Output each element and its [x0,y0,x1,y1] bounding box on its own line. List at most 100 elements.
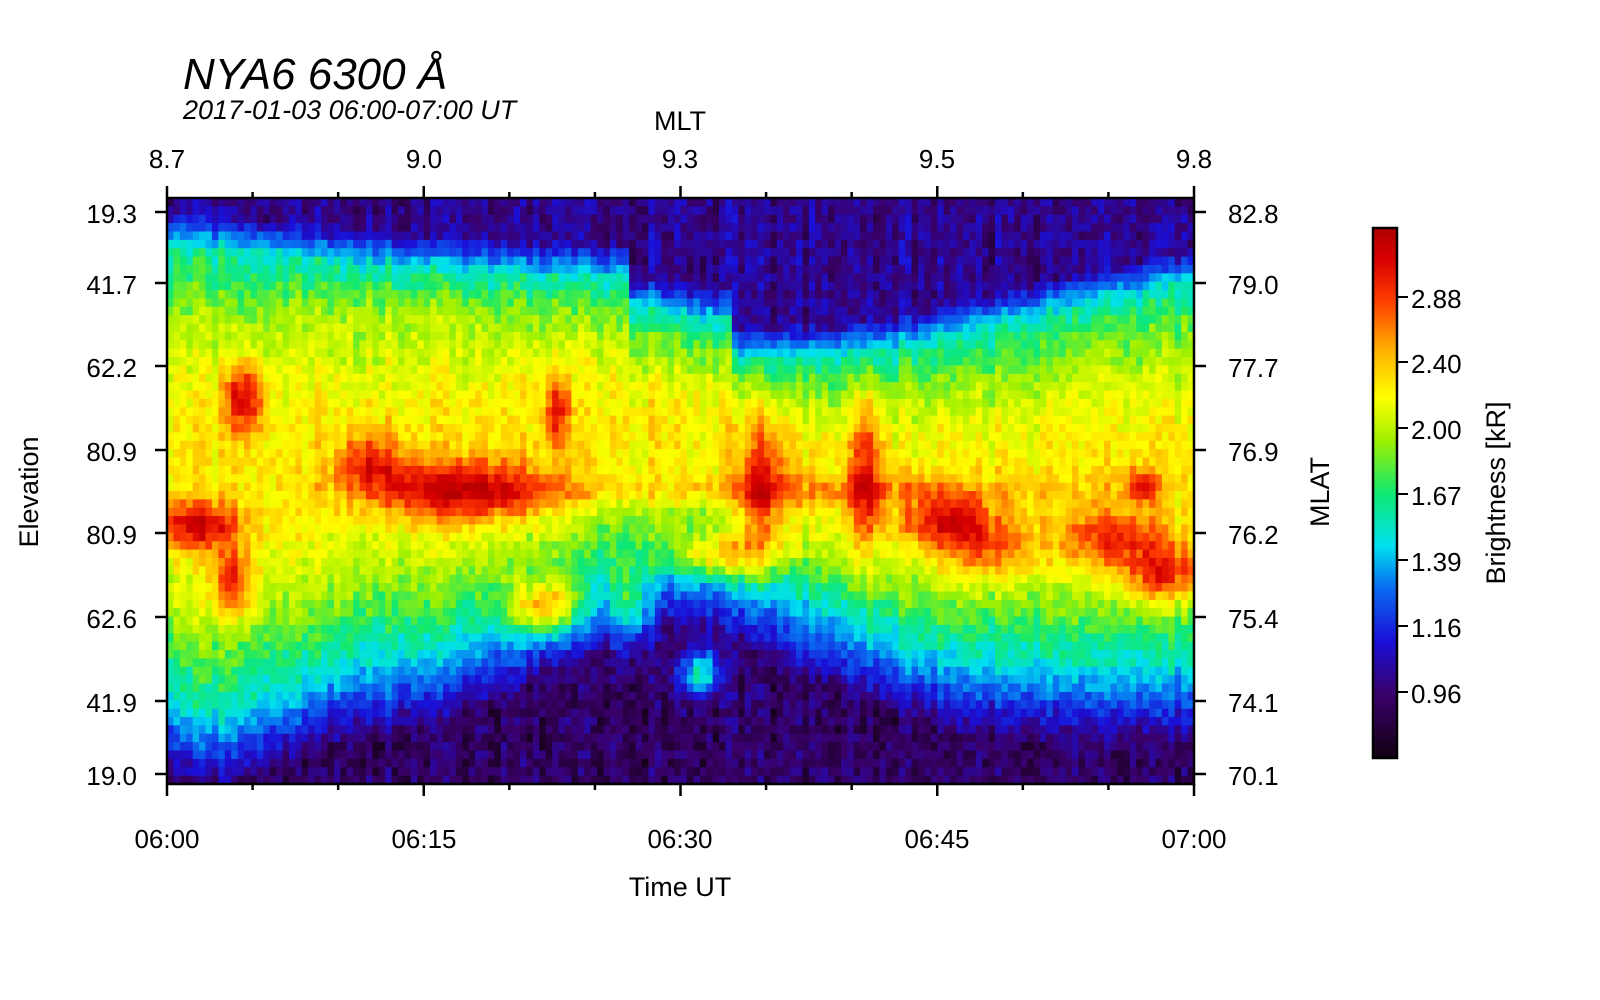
heatmap-cell [609,365,617,375]
heatmap-cell [751,290,759,300]
heatmap-cell [808,331,816,341]
heatmap-cell [263,231,271,241]
heatmap-cell [661,449,669,459]
heatmap-cell [1039,340,1047,350]
heatmap-cell [359,390,367,400]
heatmap-cell [1104,424,1112,433]
heatmap-cell [244,365,252,375]
heatmap-cell [1155,198,1163,207]
heatmap-cell [956,382,964,392]
heatmap-cell [269,348,277,358]
heatmap-cell [1155,264,1163,274]
heatmap-cell [211,256,219,266]
heatmap-cell [237,382,245,392]
heatmap-cell [167,415,175,425]
heatmap-cell [449,415,457,425]
heatmap-cell [590,382,598,392]
heatmap-cell [500,281,508,291]
heatmap-cell [763,415,771,425]
heatmap-cell [417,248,425,258]
heatmap-cell [661,357,669,367]
heatmap-cell [481,390,489,400]
heatmap-cell [256,424,264,433]
heatmap-cell [1161,365,1169,375]
heatmap-cell [789,214,797,224]
heatmap-cell [333,248,341,258]
heatmap-cell [590,323,598,333]
heatmap-cell [860,256,868,266]
heatmap-cell [449,440,457,450]
heatmap-cell [962,449,970,459]
heatmap-cell [507,290,515,300]
heatmap-cell [1033,398,1041,408]
heatmap-cell [1168,248,1176,258]
heatmap-cell [487,357,495,367]
heatmap-cell [295,432,303,442]
heatmap-cell [629,373,637,383]
heatmap-cell [693,432,701,442]
heatmap-cell [520,239,528,249]
heatmap-cell [962,323,970,333]
heatmap-cell [1091,348,1099,358]
heatmap-cell [744,365,752,375]
heatmap-cell [218,373,226,383]
heatmap-cell [295,373,303,383]
heatmap-cell [500,323,508,333]
heatmap-cell [616,264,624,274]
heatmap-cell [321,373,329,383]
heatmap-cell [327,415,335,425]
heatmap-cell [353,432,361,442]
heatmap-cell [179,340,187,350]
heatmap-cell [1168,206,1176,216]
heatmap-cell [500,390,508,400]
heatmap-cell [725,407,733,417]
heatmap-cell [629,206,637,216]
heatmap-cell [956,323,964,333]
heatmap-cell [808,390,816,400]
heatmap-cell [1155,239,1163,249]
heatmap-cell [218,440,226,450]
heatmap-cell [1027,223,1035,233]
heatmap-cell [1007,365,1015,375]
heatmap-cell [1104,298,1112,308]
heatmap-cell [526,198,534,207]
heatmap-cell [173,440,181,450]
heatmap-cell [860,264,868,274]
heatmap-cell [539,373,547,383]
heatmap-cell [712,440,720,450]
heatmap-cell [1168,407,1176,417]
heatmap-cell [905,440,913,450]
heatmap-cell [808,264,816,274]
heatmap-cell [712,290,720,300]
heatmap-cell [763,315,771,325]
heatmap-cell [821,348,829,358]
heatmap-cell [218,315,226,325]
heatmap-cell [558,223,566,233]
heatmap-cell [340,290,348,300]
heatmap-cell [513,440,521,450]
heatmap-cell [430,390,438,400]
heatmap-cell [789,407,797,417]
heatmap-cell [796,198,804,207]
heatmap-cell [301,390,309,400]
heatmap-cell [744,273,752,283]
heatmap-cell [603,248,611,258]
heatmap-cell [828,231,836,241]
heatmap-cell [173,256,181,266]
heatmap-cell [699,398,707,408]
heatmap-cell [353,273,361,283]
heatmap-cell [1116,382,1124,392]
heatmap-cell [263,323,271,333]
heatmap-cell [276,457,284,467]
heatmap-cell [667,273,675,283]
heatmap-cell [1084,239,1092,249]
heatmap-cell [327,206,335,216]
heatmap-cell [815,290,823,300]
heatmap-cell [898,223,906,233]
heatmap-cell [1129,440,1137,450]
heatmap-cell [911,315,919,325]
heatmap-cell [641,306,650,316]
heatmap-cell [1033,415,1041,425]
heatmap-cell [1084,198,1092,207]
heatmap-cell [712,306,720,316]
